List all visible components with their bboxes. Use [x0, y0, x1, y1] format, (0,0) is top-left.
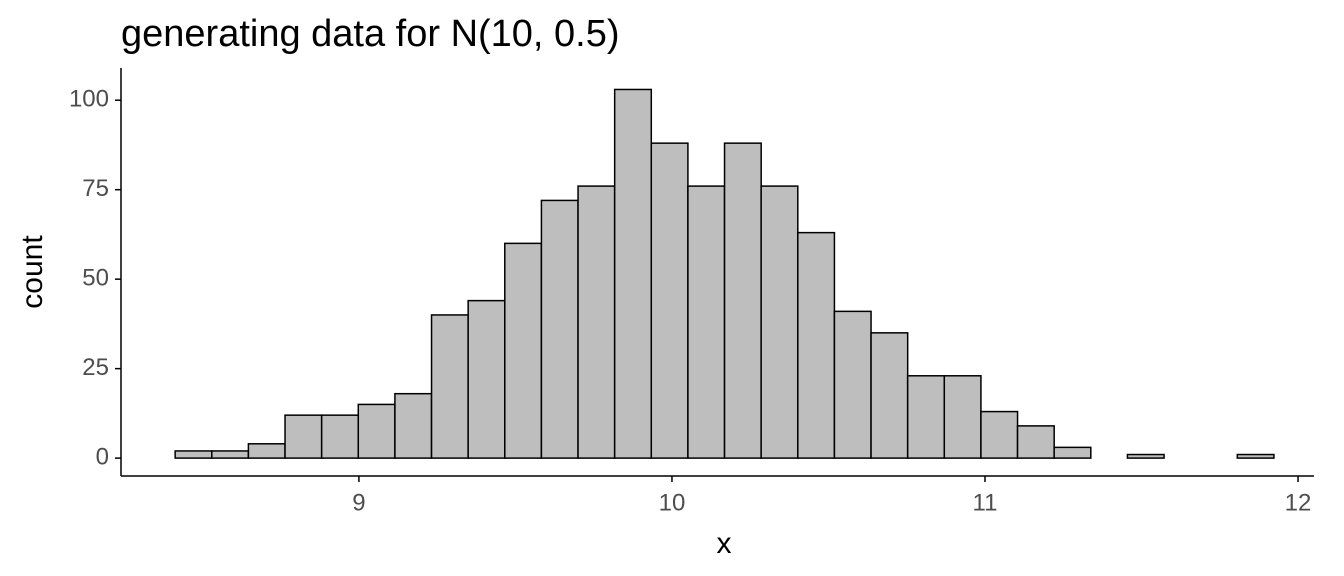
bar: [1016, 425, 1055, 459]
bar: [760, 185, 799, 459]
bar: [1126, 453, 1165, 459]
bar: [650, 142, 689, 459]
bar: [247, 443, 286, 459]
y-tick-label: 25: [82, 354, 109, 381]
bar: [211, 450, 250, 459]
y-tick-label: 0: [96, 443, 109, 470]
bar: [723, 142, 762, 459]
x-tick-label: 10: [659, 489, 686, 516]
bar: [467, 299, 506, 459]
bar: [870, 332, 909, 459]
x-tick-label: 12: [1285, 489, 1312, 516]
bar: [980, 410, 1019, 459]
y-tick-label: 75: [82, 175, 109, 202]
bar: [394, 392, 433, 459]
bar: [174, 450, 213, 459]
bar: [504, 242, 543, 459]
y-tick-label: 100: [69, 86, 109, 113]
bar: [906, 375, 946, 459]
bar: [943, 375, 982, 459]
bar: [833, 310, 872, 459]
bar: [1053, 446, 1092, 459]
x-tick-label: 11: [973, 489, 998, 516]
x-tick-label: 9: [352, 489, 365, 516]
bar: [284, 414, 323, 459]
bar: [797, 231, 836, 459]
bar: [357, 403, 396, 459]
y-axis-label: count: [16, 235, 49, 309]
bar: [540, 199, 579, 459]
y-tick-label: 50: [82, 265, 109, 292]
bar: [320, 414, 360, 459]
bar: [1236, 453, 1275, 459]
bar: [577, 185, 616, 459]
bar: [687, 185, 726, 459]
bar: [613, 88, 653, 459]
bar: [430, 314, 469, 459]
chart-title: generating data for N(10, 0.5): [121, 13, 620, 55]
x-axis-label: x: [717, 527, 732, 560]
